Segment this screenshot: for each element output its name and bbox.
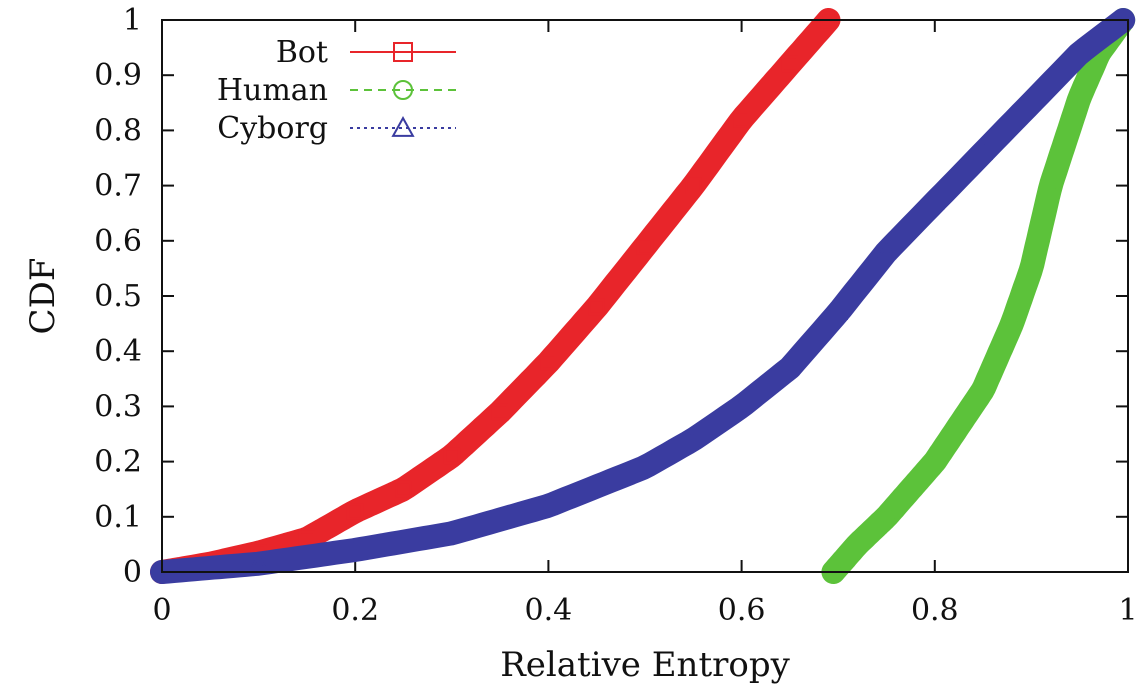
series-line-cyborg: [150, 8, 1136, 584]
x-tick-label: 0.4: [525, 593, 573, 628]
data-point-human: [849, 536, 866, 553]
y-axis-ticks: 0 0.1 0.2 0.3 0.4 0.5 0.6 0.7 0.8 0.9 1: [94, 3, 1128, 590]
plot-frame: [161, 19, 1129, 573]
legend-label: Cyborg: [217, 111, 328, 146]
data-point-bot: [733, 111, 750, 128]
data-point-bot: [685, 177, 702, 194]
data-point-cyborg: [1069, 42, 1090, 61]
legend-marker-triangle: [391, 116, 415, 137]
x-tick-label: 1: [1118, 593, 1137, 628]
data-point-human: [878, 508, 895, 526]
y-tick-label: 0.2: [94, 445, 142, 480]
data-point-cyborg: [635, 456, 655, 475]
legend-item-bot: Bot: [276, 35, 456, 70]
legend-label: Bot: [276, 35, 328, 70]
series-human: [821, 8, 1136, 584]
data-point-bot: [781, 55, 799, 73]
y-tick-label: 0.5: [94, 279, 142, 314]
y-tick-label: 0.3: [94, 389, 142, 424]
y-tick-label: 0.4: [94, 334, 142, 369]
data-point-cyborg: [248, 553, 269, 572]
data-point-human: [974, 381, 992, 399]
data-point-bot: [346, 503, 364, 520]
data-point-bot: [443, 447, 461, 465]
series-line-bot: [150, 8, 841, 584]
y-tick-label: 0.8: [94, 113, 142, 148]
x-axis-ticks: 0 0.2 0.4 0.6 0.8 1: [152, 20, 1138, 628]
data-point-human: [1071, 89, 1088, 106]
data-point-human: [1003, 315, 1021, 332]
data-point-cyborg: [780, 357, 800, 376]
y-tick-label: 0.6: [94, 224, 142, 259]
y-tick-label: 0.7: [94, 169, 142, 204]
legend-item-human: Human: [217, 73, 456, 108]
x-tick-label: 0.2: [331, 593, 379, 628]
y-tick-label: 1: [123, 3, 142, 38]
data-point-bot: [636, 238, 654, 255]
data-point-cyborg: [345, 539, 366, 558]
legend-label: Human: [217, 73, 328, 108]
x-tick-label: 0.6: [718, 593, 766, 628]
y-axis-title: CDF: [23, 258, 63, 335]
data-point-cyborg: [441, 523, 462, 541]
x-tick-label: 0: [152, 593, 171, 628]
y-tick-label: 0.1: [94, 500, 142, 535]
data-point-bot: [540, 353, 557, 371]
legend-marker-square: [393, 42, 413, 62]
data-point-cyborg: [924, 191, 945, 210]
y-tick-label: 0.9: [94, 58, 142, 93]
data-point-cyborg: [828, 302, 849, 320]
data-point-cyborg: [683, 429, 704, 447]
data-point-human: [926, 453, 944, 470]
data-point-human: [1042, 177, 1059, 194]
legend-marker-circle: [393, 80, 413, 100]
data-point-bot: [491, 403, 509, 421]
data-point-cyborg: [731, 396, 752, 414]
data-point-cyborg: [1021, 92, 1042, 111]
data-point-cyborg: [538, 495, 559, 514]
y-tick-label: 0: [123, 555, 142, 590]
data-point-bot: [395, 480, 412, 498]
data-point-cyborg: [876, 241, 897, 260]
data-point-bot: [588, 298, 605, 316]
x-axis-title: Relative Entropy: [500, 645, 790, 685]
x-tick-label: 0.8: [911, 593, 959, 628]
data-point-human: [1023, 260, 1040, 277]
legend-item-cyborg: Cyborg: [217, 111, 456, 146]
series-layer: [150, 8, 1136, 584]
data-point-cyborg: [973, 142, 993, 160]
series-line-human: [821, 8, 1136, 584]
